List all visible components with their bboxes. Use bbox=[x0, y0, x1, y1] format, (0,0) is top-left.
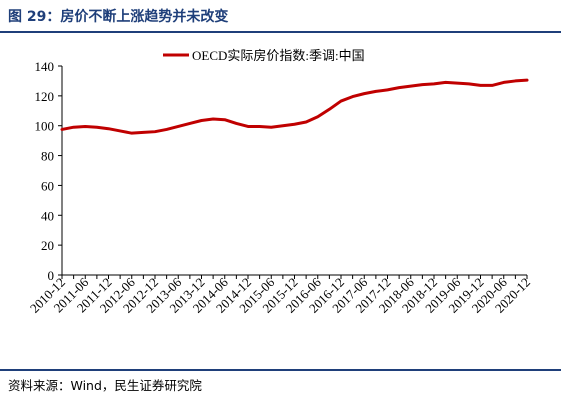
y-tick-label: 80 bbox=[41, 149, 54, 164]
chart-legend: OECD实际房价指数:季调:中国 bbox=[163, 48, 365, 63]
y-axis: 0 20 40 60 80 100 120 140 bbox=[35, 59, 63, 283]
y-tick-label: 0 bbox=[48, 268, 55, 283]
y-tick-label: 140 bbox=[35, 59, 55, 74]
x-axis: 2010-122011-062011-122012-062012-122013-… bbox=[27, 274, 533, 316]
y-tick-label: 100 bbox=[35, 119, 55, 134]
line-chart: OECD实际房价指数:季调:中国 0 20 40 60 80 100 120 140 2010… bbox=[27, 48, 533, 316]
y-tick-label: 120 bbox=[35, 89, 55, 104]
series-line bbox=[60, 78, 529, 135]
y-tick-label: 20 bbox=[41, 238, 54, 253]
title-divider bbox=[0, 31, 561, 33]
figure-header: 图 29：房价不断上涨趋势并未改变 bbox=[0, 0, 561, 34]
legend-label: OECD实际房价指数:季调:中国 bbox=[192, 48, 365, 63]
figure-title: 图 29：房价不断上涨趋势并未改变 bbox=[8, 9, 229, 25]
source-divider bbox=[0, 369, 561, 371]
y-tick-label: 60 bbox=[41, 178, 54, 193]
y-tick-label: 40 bbox=[41, 208, 54, 223]
source-note: 资料来源：Wind，民生证券研究院 bbox=[8, 378, 202, 393]
